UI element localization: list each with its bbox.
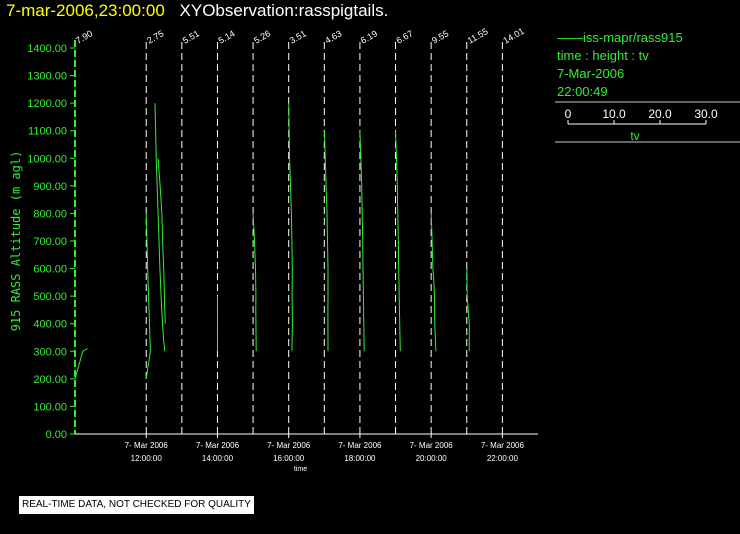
reference-label: 5.14 xyxy=(216,28,236,45)
quality-notice: REAL-TIME DATA, NOT CHECKED FOR QUALITY xyxy=(19,496,254,514)
reference-lines: 7.90 2.75 5.51 5.14 5.26 3.51 4.63 6.19 6.67 9.55… xyxy=(74,26,526,434)
profile-line xyxy=(430,213,437,352)
legend-swatch: —— xyxy=(557,30,583,45)
title-observation: XYObservation:rasspigtails. xyxy=(179,1,389,20)
x-tick-date: 7- Mar 2006 xyxy=(196,441,240,450)
x-tick-time: 12:00:00 xyxy=(131,454,163,463)
y-tick-label: 500.00 xyxy=(33,291,67,303)
reference-label: 6.19 xyxy=(359,28,379,45)
profile-series xyxy=(74,103,470,380)
legend-dividers xyxy=(555,101,740,143)
legend-date: 7-Mar-2006 xyxy=(557,66,625,81)
y-tick-label: 100.00 xyxy=(33,401,67,413)
profile-line xyxy=(288,103,293,352)
legend-scale-label: tv xyxy=(630,129,639,143)
profile-line xyxy=(323,130,329,352)
x-tick-date: 7- Mar 2006 xyxy=(338,441,382,450)
x-tick-time: 22:00:00 xyxy=(487,454,519,463)
y-tick-label: 1100.00 xyxy=(28,126,67,138)
legend-panel: ——iss-mapr/rass915 time : height : tv 7-… xyxy=(557,29,740,101)
x-tick-date: 7- Mar 2006 xyxy=(125,441,169,450)
legend-scale-bar: 0 10.0 20.0 30.0 tv xyxy=(565,107,718,143)
reference-label: 5.26 xyxy=(252,28,272,45)
title-date-time: 7-mar-2006,23:00:00 xyxy=(6,1,165,20)
x-tick-date: 7- Mar 2006 xyxy=(481,441,525,450)
reference-label: 2.75 xyxy=(145,28,165,45)
x-tick-time: 14:00:00 xyxy=(202,454,234,463)
profile-line xyxy=(145,213,151,379)
reference-label: 4.63 xyxy=(323,28,343,45)
y-tick-label: 1000.00 xyxy=(27,153,67,165)
reference-label: 3.51 xyxy=(288,28,308,45)
legend-scale-tick-label: 10.0 xyxy=(602,107,626,121)
profile-line xyxy=(252,213,257,352)
y-tick-label: 700.00 xyxy=(33,236,67,248)
profile-line xyxy=(157,158,166,324)
x-axis-label: time xyxy=(294,466,307,473)
legend-series-entry: ——iss-mapr/rass915 xyxy=(557,29,740,47)
x-tick-time: 18:00:00 xyxy=(344,454,376,463)
legend-scale-tick-label: 0 xyxy=(565,107,572,121)
y-tick-label: 400.00 xyxy=(33,319,67,331)
y-tick-label: 600.00 xyxy=(33,264,67,276)
legend-scale-tick-label: 20.0 xyxy=(648,107,672,121)
reference-label: 6.67 xyxy=(395,28,415,45)
y-tick-label: 200.00 xyxy=(33,374,67,386)
y-tick-label: 800.00 xyxy=(33,208,67,220)
profile-line xyxy=(395,130,401,352)
profile-line xyxy=(466,268,470,352)
legend-series-name: iss-mapr/rass915 xyxy=(583,30,683,45)
legend-time: 22:00:49 xyxy=(557,84,608,99)
legend-scale-tick-label: 30.0 xyxy=(694,107,718,121)
y-tick-label: 1200.00 xyxy=(27,98,67,110)
x-tick-time: 20:00:00 xyxy=(416,454,448,463)
reference-label: 9.55 xyxy=(430,28,450,45)
reference-label: 11.55 xyxy=(466,26,490,46)
y-tick-label: 900.00 xyxy=(33,181,67,193)
chart-title: 7-mar-2006,23:00:00 XYObservation:rasspi… xyxy=(6,0,388,22)
y-tick-label: 1300.00 xyxy=(27,71,67,83)
chart-axes: 0.00 100.00 200.00 300.00 400.00 500.00 600.00… xyxy=(9,40,538,473)
profile-line xyxy=(154,103,166,352)
reference-label: 5.51 xyxy=(181,28,201,45)
profile-line xyxy=(74,348,88,380)
reference-label: 7.90 xyxy=(74,28,94,45)
y-tick-label: 300.00 xyxy=(33,346,67,358)
legend-subtitle: time : height : tv xyxy=(557,48,649,63)
y-tick-label: 0.00 xyxy=(46,429,67,441)
profile-line xyxy=(359,130,365,352)
reference-label: 14.01 xyxy=(501,26,526,46)
x-tick-time: 16:00:00 xyxy=(273,454,305,463)
x-tick-date: 7- Mar 2006 xyxy=(410,441,454,450)
y-tick-label: 1400.00 xyxy=(27,43,67,55)
x-tick-date: 7- Mar 2006 xyxy=(267,441,311,450)
y-axis-label: 915 RASS Altitude (m agl) xyxy=(9,151,23,332)
